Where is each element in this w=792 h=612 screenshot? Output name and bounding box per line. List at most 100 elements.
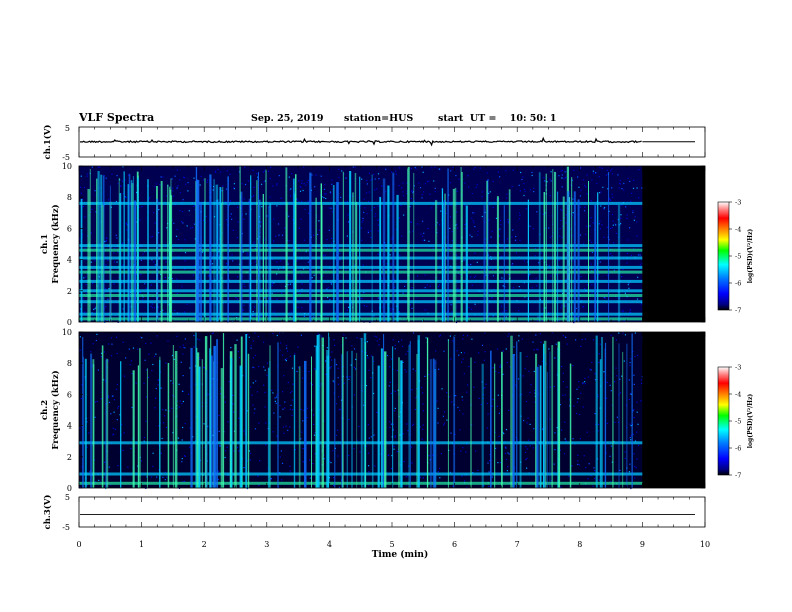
spectrogram-pixel — [260, 221, 262, 223]
spectrogram-pixel — [565, 279, 567, 281]
spectrogram-pixel — [150, 342, 152, 344]
spectrogram-pixel — [549, 195, 551, 197]
spectrogram-pixel — [538, 364, 540, 366]
spectrogram-pixel — [411, 307, 413, 309]
spectrogram-pixel — [252, 311, 254, 313]
spectrogram-pixel — [151, 259, 153, 261]
spectrogram-pixel — [472, 220, 474, 222]
spectrogram-sferic — [230, 357, 233, 488]
spectrogram-pixel — [548, 311, 550, 314]
spectrogram-pixel — [415, 168, 417, 170]
spectrogram-pixel — [603, 296, 605, 299]
spectrogram-sferic — [268, 205, 270, 322]
spectrogram-pixel — [238, 263, 241, 265]
spectrogram-pixel — [186, 303, 188, 305]
spectrogram-pixel — [636, 401, 638, 403]
spectrogram-pixel — [451, 401, 453, 403]
spectrogram-pixel — [409, 304, 411, 306]
spectrogram-pixel — [422, 320, 424, 322]
spectrogram-pixel — [176, 293, 178, 295]
spectrogram-sferic — [209, 348, 211, 488]
spectrogram-pixel — [476, 261, 478, 263]
spectrogram-pixel — [228, 204, 230, 206]
spectrogram-pixel — [386, 263, 388, 265]
spectrogram-pixel — [190, 227, 192, 229]
spectrogram-pixel — [272, 185, 274, 187]
spectrogram-pixel — [601, 167, 603, 169]
spectrogram-pixel — [583, 455, 585, 457]
spectrogram-pixel — [614, 223, 616, 225]
spectrogram-pixel — [347, 376, 349, 378]
spectrogram-pixel — [178, 383, 180, 385]
spectrogram-pixel — [590, 200, 592, 202]
spectrogram-pixel — [226, 263, 228, 265]
spectrogram-pixel — [243, 198, 245, 200]
spectrogram-pixel — [629, 180, 631, 182]
spectrogram-pixel — [542, 428, 544, 430]
spectrogram-pixel — [257, 238, 259, 240]
ch1-spec-ylabel-2: Frequency (kHz) — [50, 204, 61, 283]
spectrogram-pixel — [165, 409, 167, 411]
spectrogram-pixel — [122, 166, 124, 168]
spectrogram-sferic — [147, 179, 149, 322]
spectrogram-pixel — [561, 170, 563, 172]
spectrogram-sferic — [326, 349, 329, 488]
spectrogram-pixel — [391, 467, 393, 470]
spectrogram-pixel — [128, 348, 130, 350]
spectrogram-pixel — [166, 195, 168, 197]
spectrogram-pixel — [298, 367, 300, 369]
spectrogram-pixel — [584, 206, 586, 208]
spectrogram-sferic — [311, 356, 312, 488]
spectrogram-pixel — [370, 436, 372, 438]
spectrogram-pixel — [121, 180, 124, 182]
spectrogram-sferic — [371, 174, 373, 322]
spectrogram-pixel — [179, 192, 181, 194]
spectrogram-pixel — [373, 269, 375, 271]
spectrogram-pixel — [579, 234, 582, 236]
ch1-colorbar-tick-label: -5 — [735, 253, 741, 261]
spectrogram-pixel — [121, 242, 124, 244]
spectrogram-sferic — [359, 176, 361, 322]
spectrogram-pixel — [338, 168, 340, 170]
spectrogram-pixel — [301, 200, 303, 202]
spectrogram-pixel — [162, 409, 164, 411]
spectrogram-pixel — [153, 307, 156, 309]
spectrogram-pixel — [428, 455, 430, 457]
spectrogram-pixel — [207, 425, 209, 427]
spectrogram-pixel — [532, 447, 534, 449]
spectrogram-pixel — [421, 438, 423, 440]
spectrogram-sferic — [364, 342, 366, 488]
spectrogram-pixel — [184, 260, 186, 262]
spectrogram-pixel — [584, 184, 586, 187]
spectrogram-pixel — [150, 305, 152, 307]
spectrogram-sferic — [100, 174, 103, 322]
spectrogram-pixel — [124, 196, 126, 198]
spectrogram-pixel — [219, 445, 222, 447]
spectrogram-pixel — [181, 403, 183, 405]
spectrogram-pixel — [279, 349, 281, 351]
spectrogram-pixel — [175, 235, 178, 237]
spectrogram-pixel — [618, 187, 620, 189]
spectrogram-pixel — [443, 422, 445, 424]
spectrogram-pixel — [641, 382, 643, 384]
spectrogram-pixel — [536, 320, 538, 322]
spectrogram-pixel — [630, 439, 632, 441]
spectrogram-pixel — [214, 303, 216, 305]
spectrogram-pixel — [351, 345, 353, 347]
spectrogram-pixel — [280, 260, 282, 262]
spectrogram-pixel — [429, 193, 431, 195]
spectrogram-pixel — [502, 350, 504, 352]
spectrogram-sferic — [309, 172, 312, 322]
x-tick-label: 7 — [515, 540, 520, 549]
spectrogram-pixel — [346, 235, 348, 237]
spectrogram-pixel — [512, 229, 514, 231]
spectrogram-pixel — [449, 216, 452, 218]
spectrogram-pixel — [119, 414, 121, 416]
spectrogram-pixel — [413, 185, 415, 187]
spectrogram-pixel — [529, 445, 531, 447]
spectrogram-pixel — [370, 355, 373, 357]
spectrogram-pixel — [305, 184, 307, 186]
spectrogram-pixel — [502, 311, 504, 313]
spectrogram-pixel — [492, 275, 494, 277]
spectrogram-sferic — [167, 363, 170, 488]
